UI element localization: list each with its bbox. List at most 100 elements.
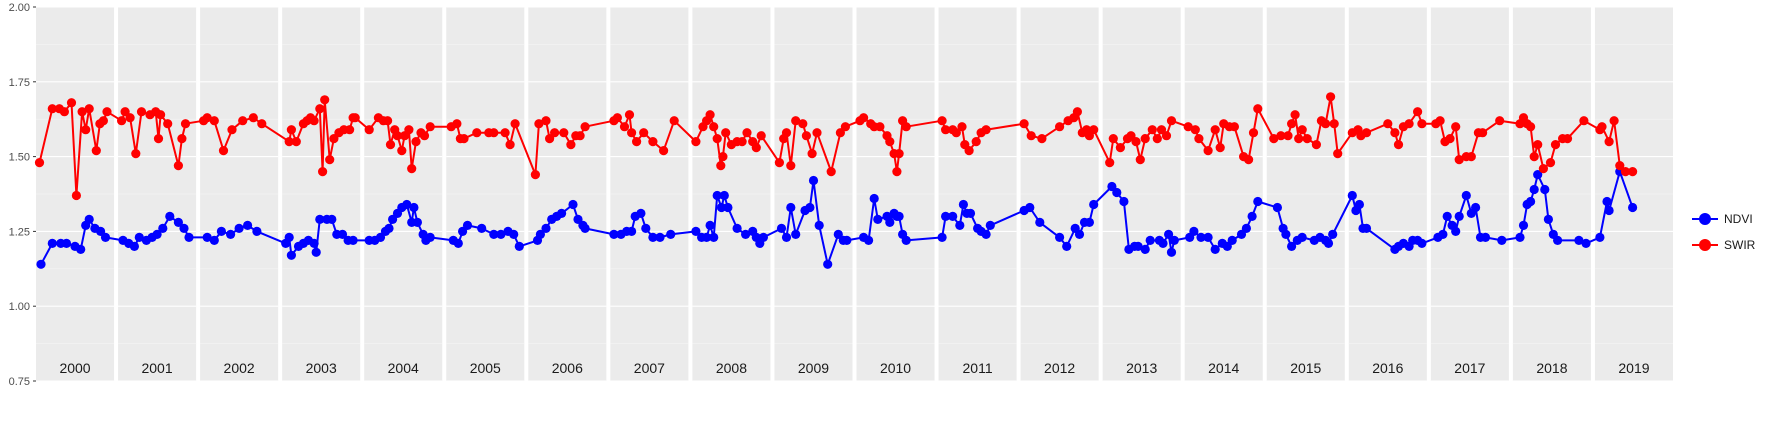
data-point-swir bbox=[1445, 134, 1455, 144]
data-point-ndvi bbox=[425, 232, 435, 242]
data-point-swir bbox=[84, 104, 94, 114]
data-point-ndvi bbox=[284, 232, 294, 242]
series-ndvi bbox=[36, 167, 1638, 269]
data-point-ndvi bbox=[580, 223, 590, 233]
facet-panels: 2000 2001 2002 2003 2004 2005 2006 2007 2008 2009… bbox=[36, 6, 1673, 382]
data-point-ndvi bbox=[981, 229, 991, 239]
data-point-swir bbox=[530, 170, 541, 180]
data-point-swir bbox=[1533, 140, 1543, 150]
data-point-ndvi bbox=[948, 211, 958, 221]
data-point-swir bbox=[1210, 125, 1220, 135]
legend-key-swir bbox=[1690, 232, 1720, 258]
data-point-swir bbox=[91, 146, 101, 156]
data-point-swir bbox=[1037, 134, 1047, 144]
data-point-ndvi bbox=[462, 220, 473, 230]
data-point-swir bbox=[345, 125, 355, 135]
data-point-swir bbox=[716, 161, 726, 171]
data-point-ndvi bbox=[1595, 232, 1605, 242]
data-point-swir bbox=[1108, 134, 1118, 144]
facet-panel-2012: 2012 bbox=[1020, 6, 1099, 382]
data-point-swir bbox=[1321, 119, 1331, 129]
y-tick-label: 1.00 bbox=[9, 301, 30, 313]
facet-strip-label: 2018 bbox=[1536, 360, 1567, 376]
data-point-swir bbox=[718, 152, 728, 162]
data-point-ndvi bbox=[1480, 232, 1491, 242]
facet-strip-label: 2005 bbox=[470, 360, 501, 376]
data-point-ndvi bbox=[1166, 247, 1177, 257]
data-point-ndvi bbox=[985, 220, 995, 230]
facet-panel-2006: 2006 bbox=[528, 6, 607, 382]
data-point-ndvi bbox=[252, 226, 262, 236]
data-point-ndvi bbox=[864, 235, 874, 245]
data-point-ndvi bbox=[869, 193, 879, 204]
data-point-swir bbox=[1140, 134, 1150, 144]
data-point-swir bbox=[1451, 122, 1461, 132]
data-point-ndvi bbox=[732, 223, 742, 233]
data-point-swir bbox=[1413, 107, 1423, 117]
data-point-ndvi bbox=[173, 217, 183, 227]
data-point-swir bbox=[1166, 116, 1177, 126]
data-point-swir bbox=[202, 113, 212, 123]
data-point-swir bbox=[1147, 125, 1157, 135]
data-point-swir bbox=[81, 125, 91, 135]
data-point-ndvi bbox=[100, 232, 111, 242]
data-point-swir bbox=[364, 125, 374, 135]
data-point-swir bbox=[1135, 155, 1145, 165]
data-point-swir bbox=[1215, 143, 1225, 153]
data-point-ndvi bbox=[1133, 241, 1143, 251]
data-point-swir bbox=[691, 137, 701, 147]
data-point-swir bbox=[452, 119, 462, 129]
data-point-ndvi bbox=[648, 232, 658, 242]
data-point-swir bbox=[131, 149, 141, 159]
data-point-ndvi bbox=[165, 211, 175, 221]
data-point-swir bbox=[1615, 161, 1625, 171]
legend-label-ndvi: NDVI bbox=[1724, 212, 1753, 226]
data-point-swir bbox=[840, 122, 851, 132]
data-point-swir bbox=[937, 116, 947, 126]
data-point-swir bbox=[248, 113, 258, 123]
data-point-swir bbox=[325, 155, 335, 165]
data-point-swir bbox=[136, 107, 147, 117]
data-point-ndvi bbox=[477, 223, 487, 233]
facet-strip-label: 2016 bbox=[1372, 360, 1403, 376]
data-point-ndvi bbox=[901, 235, 911, 245]
data-point-ndvi bbox=[805, 202, 815, 213]
data-point-ndvi bbox=[814, 220, 824, 230]
data-point-swir bbox=[812, 128, 822, 138]
data-point-swir bbox=[756, 131, 766, 141]
data-point-ndvi bbox=[776, 223, 787, 233]
data-point-swir bbox=[1290, 110, 1300, 120]
data-point-ndvi bbox=[705, 220, 715, 230]
data-point-ndvi bbox=[202, 232, 212, 242]
data-point-ndvi bbox=[1451, 226, 1461, 236]
data-point-ndvi bbox=[309, 238, 319, 248]
data-point-ndvi bbox=[1055, 232, 1065, 242]
data-point-swir bbox=[1152, 134, 1162, 144]
data-point-ndvi bbox=[1140, 244, 1150, 254]
facet-panel-2018: 2018 bbox=[1512, 6, 1591, 382]
data-point-swir bbox=[885, 137, 895, 147]
data-point-ndvi bbox=[1347, 190, 1357, 201]
data-point-swir bbox=[173, 161, 183, 171]
data-point-swir bbox=[1229, 122, 1239, 132]
data-point-ndvi bbox=[655, 232, 665, 242]
data-point-ndvi bbox=[179, 223, 189, 233]
data-point-swir bbox=[472, 128, 482, 138]
data-point-swir bbox=[98, 116, 108, 126]
data-point-swir bbox=[1393, 140, 1404, 150]
facet-strip-label: 2006 bbox=[552, 360, 583, 376]
data-point-swir bbox=[901, 122, 911, 132]
data-point-ndvi bbox=[1084, 217, 1094, 227]
data-point-swir bbox=[875, 122, 885, 132]
data-point-ndvi bbox=[873, 214, 883, 224]
data-point-ndvi bbox=[1164, 229, 1174, 239]
data-point-swir bbox=[709, 122, 719, 132]
data-point-swir bbox=[894, 149, 904, 159]
data-point-ndvi bbox=[1227, 235, 1237, 245]
data-point-swir bbox=[117, 116, 127, 126]
facet-strip-label: 2000 bbox=[59, 360, 90, 376]
data-point-swir bbox=[102, 107, 112, 117]
data-point-swir bbox=[59, 107, 69, 117]
data-point-swir bbox=[1203, 146, 1213, 156]
data-point-ndvi bbox=[1062, 241, 1072, 251]
